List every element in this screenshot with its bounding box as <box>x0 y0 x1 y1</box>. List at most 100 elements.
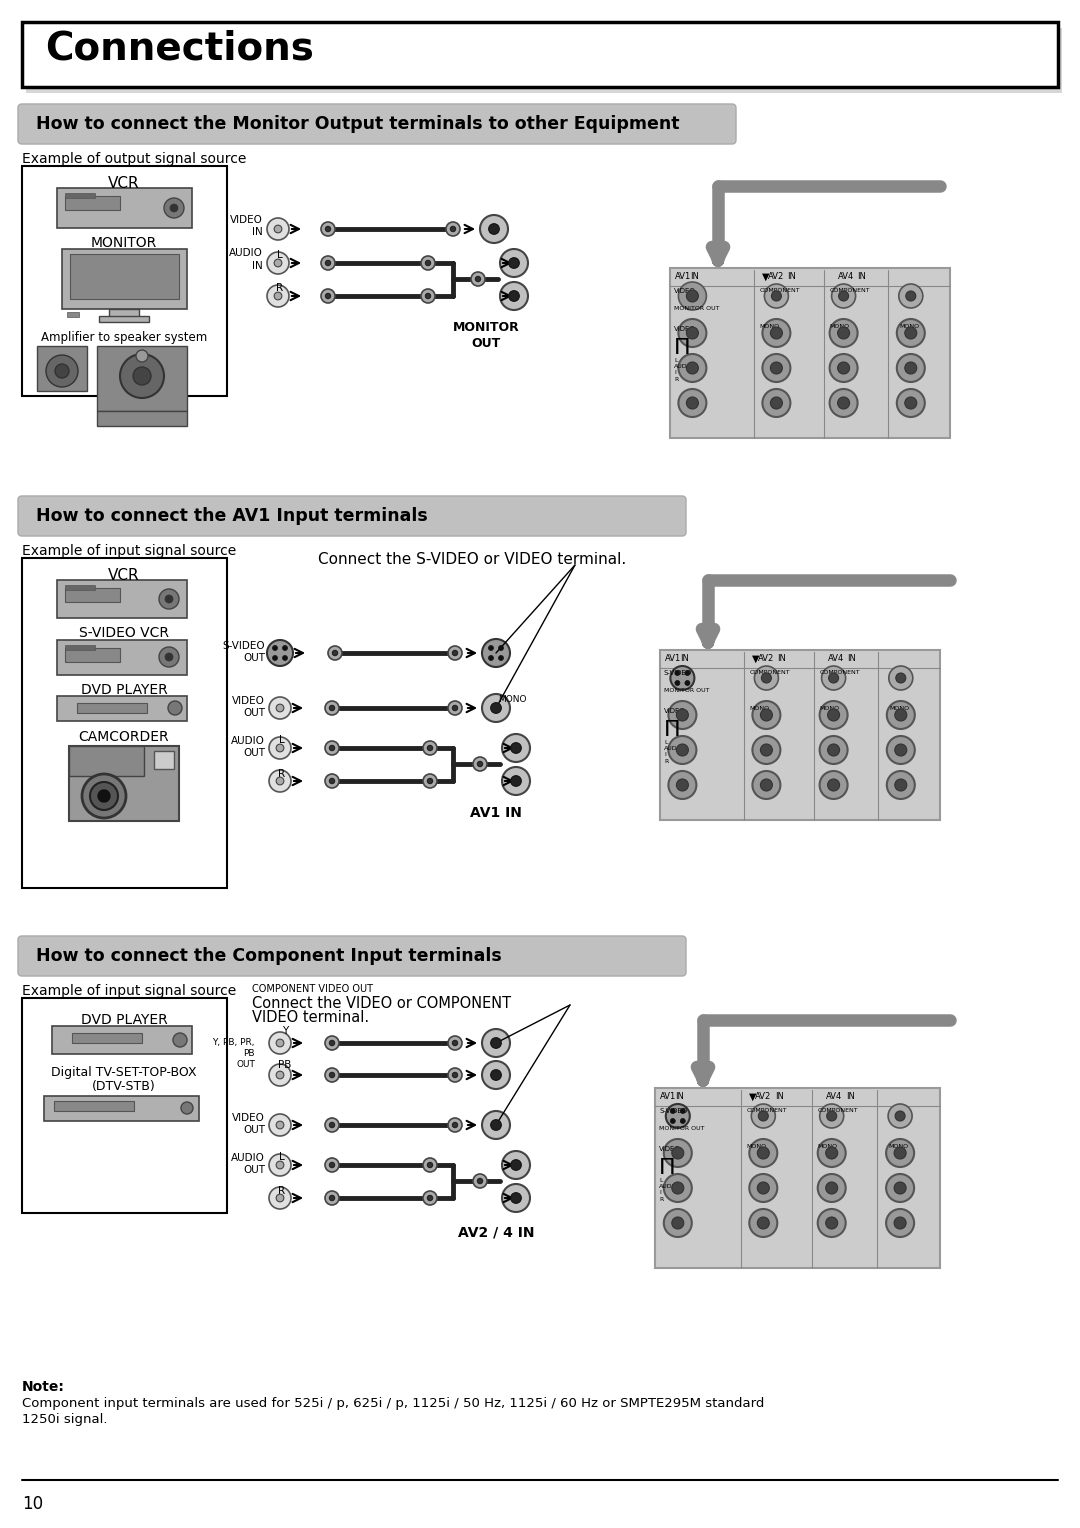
Circle shape <box>170 205 178 212</box>
Circle shape <box>450 226 456 232</box>
Text: R: R <box>279 769 285 779</box>
Bar <box>22 167 227 396</box>
Circle shape <box>46 354 78 387</box>
Circle shape <box>453 1041 458 1045</box>
Circle shape <box>678 354 706 382</box>
Text: MONO: MONO <box>889 1144 909 1149</box>
Text: Connections: Connections <box>45 31 314 69</box>
Text: Amplifier to speaker system: Amplifier to speaker system <box>41 332 207 344</box>
Circle shape <box>55 364 69 377</box>
Circle shape <box>886 1174 914 1203</box>
Circle shape <box>421 257 435 270</box>
Circle shape <box>511 1160 522 1170</box>
Bar <box>67 312 79 316</box>
Circle shape <box>770 362 782 374</box>
Circle shape <box>669 701 697 729</box>
Text: S-VIDEO: S-VIDEO <box>222 642 265 651</box>
Circle shape <box>895 779 907 792</box>
Bar <box>62 249 187 309</box>
Circle shape <box>276 1039 284 1047</box>
Circle shape <box>453 651 458 656</box>
Text: MONO: MONO <box>829 324 850 329</box>
Circle shape <box>490 1120 501 1131</box>
Circle shape <box>765 284 788 309</box>
Text: Y: Y <box>282 1025 288 1036</box>
Circle shape <box>480 215 508 243</box>
Text: How to connect the AV1 Input terminals: How to connect the AV1 Input terminals <box>36 507 428 526</box>
Circle shape <box>267 252 289 274</box>
Text: ▼: ▼ <box>748 1093 756 1102</box>
Circle shape <box>321 222 335 235</box>
Circle shape <box>886 1209 914 1238</box>
FancyBboxPatch shape <box>18 937 686 976</box>
Text: IN: IN <box>774 1093 784 1102</box>
Circle shape <box>896 319 924 347</box>
Circle shape <box>687 290 699 303</box>
Circle shape <box>760 779 772 792</box>
Circle shape <box>448 646 462 660</box>
Circle shape <box>473 1174 487 1187</box>
Text: IN: IN <box>675 1093 684 1102</box>
Circle shape <box>325 226 330 232</box>
Circle shape <box>500 283 528 310</box>
Bar <box>65 196 120 209</box>
Circle shape <box>267 640 293 666</box>
Circle shape <box>173 1033 187 1047</box>
Circle shape <box>895 1111 905 1122</box>
Text: L
AUDIO
I
R: L AUDIO I R <box>674 358 694 382</box>
Circle shape <box>428 746 433 750</box>
Text: VCR: VCR <box>108 176 139 191</box>
Text: AUDIO: AUDIO <box>231 1154 265 1163</box>
Text: MONITOR OUT: MONITOR OUT <box>664 688 710 694</box>
Text: PB: PB <box>243 1050 255 1057</box>
Text: Example of input signal source: Example of input signal source <box>22 984 237 998</box>
Text: VCR: VCR <box>108 568 139 584</box>
Circle shape <box>272 645 278 651</box>
Circle shape <box>894 1216 906 1229</box>
Text: CAMCORDER: CAMCORDER <box>79 730 170 744</box>
Text: MONO: MONO <box>900 324 920 329</box>
Circle shape <box>90 782 118 810</box>
Circle shape <box>678 390 706 417</box>
Text: VIDEO: VIDEO <box>674 287 696 293</box>
Circle shape <box>276 1071 284 1079</box>
Text: Digital TV-SET-TOP-BOX: Digital TV-SET-TOP-BOX <box>51 1067 197 1079</box>
Text: COMPONENT: COMPONENT <box>750 669 791 675</box>
Bar <box>22 998 227 1213</box>
Circle shape <box>770 397 782 410</box>
Bar <box>99 316 149 322</box>
Text: VIDEO: VIDEO <box>232 1112 265 1123</box>
Circle shape <box>267 286 289 307</box>
Text: IN: IN <box>846 1093 855 1102</box>
Circle shape <box>757 1216 769 1229</box>
Text: VIDEO: VIDEO <box>664 707 686 714</box>
Circle shape <box>500 249 528 277</box>
Circle shape <box>818 1138 846 1167</box>
FancyBboxPatch shape <box>18 104 735 144</box>
Circle shape <box>423 1190 437 1206</box>
Circle shape <box>283 656 287 660</box>
Circle shape <box>325 260 330 266</box>
Circle shape <box>329 706 335 711</box>
Text: DVD PLAYER: DVD PLAYER <box>81 683 167 697</box>
Circle shape <box>838 327 850 339</box>
Circle shape <box>499 645 503 651</box>
Circle shape <box>685 671 690 675</box>
Text: COMPONENT: COMPONENT <box>759 287 800 293</box>
Circle shape <box>181 1102 193 1114</box>
Circle shape <box>120 354 164 397</box>
Circle shape <box>267 219 289 240</box>
Circle shape <box>329 778 335 784</box>
Text: ▼: ▼ <box>762 272 769 283</box>
Circle shape <box>482 639 510 668</box>
Circle shape <box>887 772 915 799</box>
Bar <box>69 746 144 776</box>
Circle shape <box>896 354 924 382</box>
Circle shape <box>664 1209 692 1238</box>
Circle shape <box>426 293 431 298</box>
Text: AUDIO: AUDIO <box>229 248 264 258</box>
Circle shape <box>894 1148 906 1160</box>
Circle shape <box>671 1108 675 1114</box>
Bar <box>57 695 187 721</box>
Circle shape <box>827 709 839 721</box>
